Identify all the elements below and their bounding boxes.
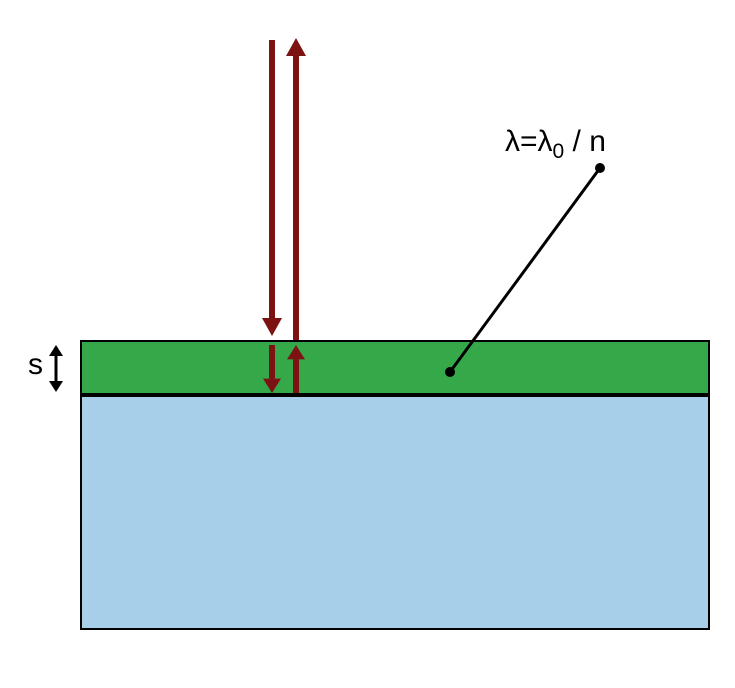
thickness-label: s — [28, 348, 43, 382]
substrate-layer — [80, 395, 710, 630]
wavelength-formula: λ=λ0 / n — [505, 125, 606, 164]
formula-before: λ=λ — [505, 125, 553, 158]
diagram-canvas: λ=λ0 / n s — [0, 0, 735, 688]
formula-after: / n — [564, 125, 606, 158]
thin-film-layer — [80, 340, 710, 395]
formula-subscript: 0 — [553, 140, 565, 163]
